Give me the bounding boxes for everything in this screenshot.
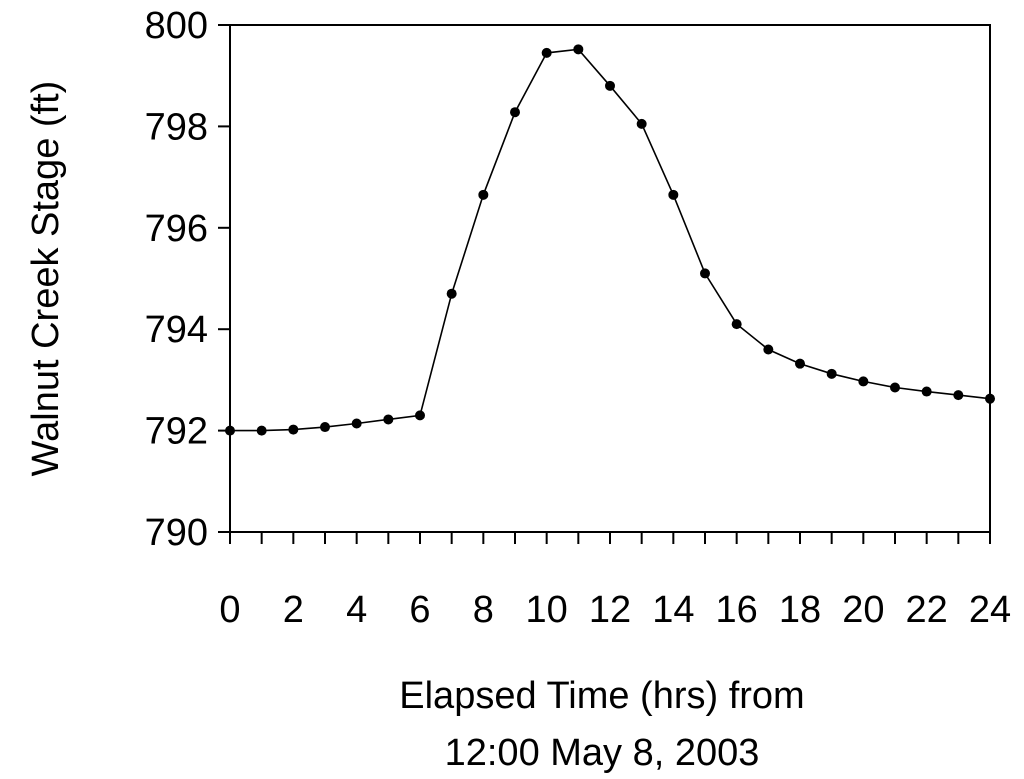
- x-tick-label: 6: [409, 589, 430, 631]
- y-axis-title: Walnut Creek Stage (ft): [25, 81, 67, 477]
- axes: [229, 24, 991, 533]
- data-point: [225, 425, 235, 436]
- y-tick-label: 798: [145, 106, 208, 148]
- y-tick-label: 790: [145, 512, 208, 554]
- data-point: [826, 368, 837, 379]
- data-point: [890, 382, 900, 393]
- data-point: [985, 393, 995, 404]
- data-point: [288, 424, 299, 435]
- data-point: [668, 189, 679, 200]
- data-point: [351, 418, 362, 429]
- data-point: [415, 410, 425, 421]
- x-tick-label: 24: [969, 589, 1011, 631]
- y-tick-label: 792: [145, 411, 208, 453]
- data-point: [478, 189, 489, 200]
- x-tick-label: 20: [842, 589, 884, 631]
- data-point: [605, 80, 615, 91]
- x-tick-label: 4: [346, 589, 367, 631]
- data-point: [541, 47, 552, 58]
- data-point: [858, 376, 869, 387]
- data-point: [731, 319, 742, 330]
- data-point: [446, 288, 457, 299]
- x-tick-label: 10: [526, 589, 568, 631]
- x-tick-label: 0: [219, 589, 240, 631]
- y-tick-label: 796: [145, 208, 208, 250]
- plot-frame: [229, 24, 991, 533]
- data-point: [510, 107, 520, 118]
- data-point: [256, 425, 267, 436]
- x-tick-label: 18: [779, 589, 821, 631]
- data-point: [700, 268, 710, 279]
- data-point: [921, 386, 932, 397]
- series-line: [230, 48, 991, 432]
- x-tick-label: 14: [652, 589, 694, 631]
- data-point: [763, 344, 774, 355]
- x-tick-label: 8: [473, 589, 494, 631]
- x-tick-label: 22: [906, 589, 948, 631]
- data-point: [636, 118, 647, 129]
- x-tick-label: 16: [716, 589, 758, 631]
- data-point: [383, 414, 394, 425]
- y-axis-ticks: 790 792 794 796 798 800: [145, 5, 230, 554]
- data-point: [573, 44, 584, 55]
- x-axis-title-line-1: Elapsed Time (hrs) from: [399, 675, 804, 717]
- y-tick-label: 794: [145, 309, 208, 351]
- x-tick-label: 12: [589, 589, 631, 631]
- x-axis-title-line-2: 12:00 May 8, 2003: [445, 732, 760, 774]
- series-layer: [225, 44, 995, 436]
- data-point: [320, 422, 330, 433]
- data-point: [953, 390, 964, 401]
- y-tick-label: 800: [145, 5, 208, 47]
- x-axis-ticks: 0 2 4 6 8 10 12 14 16 18 20 22 24: [219, 532, 1011, 631]
- x-tick-label: 2: [283, 589, 304, 631]
- data-point: [795, 358, 805, 369]
